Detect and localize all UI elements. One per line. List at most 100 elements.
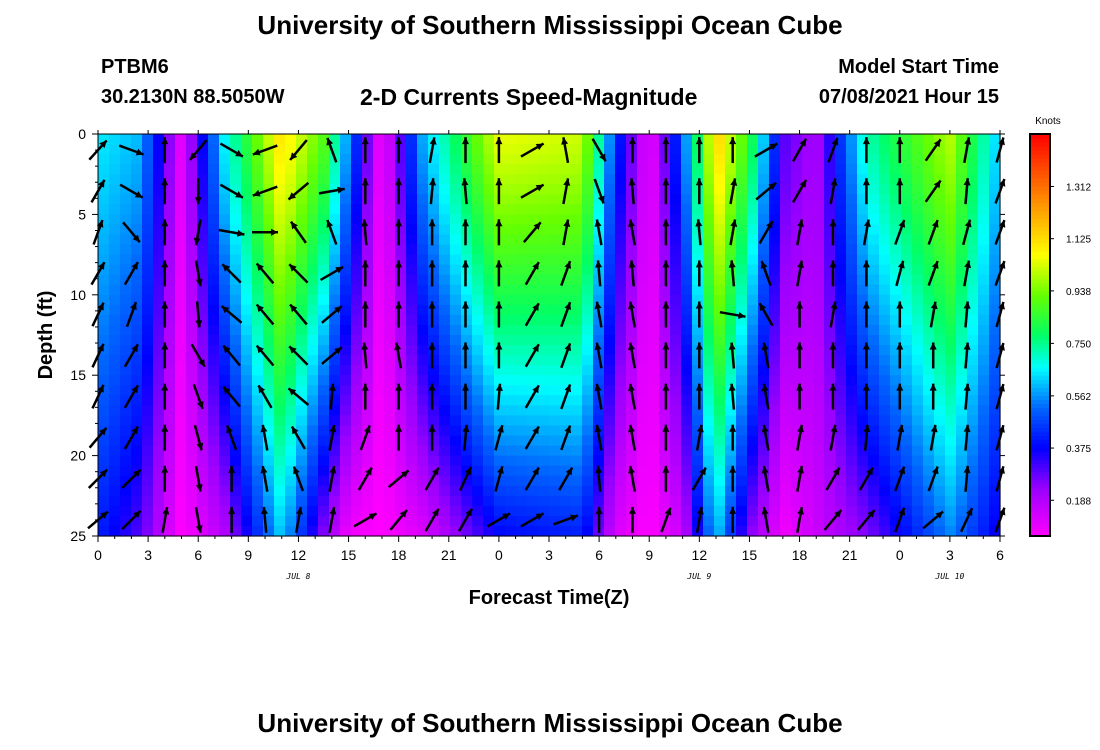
heatmap-cell <box>670 445 682 457</box>
heatmap-cell <box>439 455 451 467</box>
heatmap-cell <box>274 294 286 306</box>
heatmap-cell <box>164 335 176 346</box>
current-arrow <box>796 506 804 533</box>
current-arrow <box>520 142 545 158</box>
heatmap-cell <box>153 515 165 527</box>
heatmap-cell <box>307 144 319 155</box>
heatmap-cell <box>472 455 484 467</box>
heatmap-cell <box>362 264 374 276</box>
heatmap-cell <box>142 244 154 256</box>
heatmap-cell <box>285 314 297 326</box>
heatmap-cell <box>736 184 748 195</box>
current-arrow <box>222 344 241 367</box>
colorbar-segment <box>1030 447 1050 453</box>
heatmap-cell <box>373 525 385 537</box>
heatmap-cell <box>868 184 880 195</box>
heatmap-cell <box>109 324 121 336</box>
heatmap-cell <box>549 174 561 185</box>
heatmap-cell <box>318 204 330 215</box>
heatmap-cell <box>725 515 737 527</box>
heatmap-cell <box>604 284 616 296</box>
heatmap-cell <box>175 144 187 155</box>
heatmap-cell <box>703 254 715 266</box>
heatmap-cell <box>450 234 462 246</box>
heatmap-cell <box>593 214 605 226</box>
heatmap-cell <box>417 184 429 195</box>
heatmap-cell <box>582 134 594 145</box>
heatmap-cell <box>890 204 902 215</box>
heatmap-cell <box>637 525 649 537</box>
heatmap-cell <box>582 224 594 236</box>
heatmap-cell <box>494 495 506 507</box>
current-arrow <box>255 344 275 367</box>
heatmap-cell <box>890 515 902 527</box>
current-arrow <box>221 263 242 284</box>
heatmap-cell <box>901 505 913 517</box>
current-arrow-head <box>761 342 769 351</box>
heatmap-cell <box>153 435 165 447</box>
heatmap-cell <box>912 164 924 175</box>
main-title: University of Southern Mississippi Ocean… <box>257 10 843 40</box>
current-arrow-head <box>730 219 738 227</box>
heatmap-cell <box>934 405 946 416</box>
current-arrow <box>361 342 369 369</box>
heatmap-cell <box>714 224 726 236</box>
heatmap-cell <box>857 365 869 376</box>
heatmap-cell <box>912 435 924 447</box>
heatmap-cell <box>791 355 803 366</box>
heatmap-cell <box>450 294 462 306</box>
heatmap-cell <box>714 304 726 316</box>
heatmap-cell <box>362 345 374 356</box>
heatmap-cell <box>362 455 374 467</box>
heatmap-cell <box>945 324 957 336</box>
heatmap-cell <box>175 304 187 316</box>
heatmap-cell <box>571 164 583 175</box>
heatmap-cell <box>527 485 539 497</box>
heatmap-cell <box>362 144 374 155</box>
heatmap-cell <box>648 144 660 155</box>
heatmap-cell <box>582 324 594 336</box>
heatmap-cell <box>175 184 187 195</box>
current-arrow <box>796 383 804 410</box>
heatmap-cell <box>153 365 165 376</box>
heatmap-cell <box>945 365 957 376</box>
current-arrow <box>462 260 469 287</box>
heatmap-cell <box>472 174 484 185</box>
heatmap-cell <box>142 445 154 457</box>
heatmap-cell <box>956 294 968 306</box>
heatmap-cell <box>813 485 825 497</box>
heatmap-cell <box>219 355 231 366</box>
heatmap-cell <box>296 445 308 457</box>
y-axis-tick-label: 5 <box>78 206 86 222</box>
heatmap-cell <box>417 244 429 256</box>
current-arrow <box>593 178 605 204</box>
heatmap-cell <box>747 244 759 256</box>
current-arrow <box>896 424 905 451</box>
heatmap-cell <box>780 475 792 487</box>
heatmap-cell <box>978 345 990 356</box>
heatmap-cell <box>252 395 264 406</box>
heatmap-cell <box>494 445 506 457</box>
heatmap-cell <box>516 184 528 195</box>
heatmap-cell <box>109 204 121 215</box>
current-arrow <box>729 137 737 164</box>
heatmap-cell <box>285 184 297 195</box>
heatmap-cell <box>164 345 176 356</box>
heatmap-cell <box>780 164 792 175</box>
heatmap-cell <box>670 294 682 306</box>
heatmap-cell <box>879 284 891 296</box>
current-arrow-head <box>161 424 169 432</box>
current-arrow <box>161 178 169 205</box>
current-arrow-head <box>532 344 539 353</box>
heatmap-cell <box>813 525 825 537</box>
heatmap-cell <box>912 224 924 236</box>
heatmap-cell <box>912 194 924 205</box>
heatmap-cell <box>637 445 649 457</box>
heatmap-cell <box>769 134 781 145</box>
heatmap-cell <box>835 214 847 226</box>
heatmap-cell <box>219 234 231 246</box>
heatmap-cell <box>868 385 880 396</box>
current-arrow <box>629 506 636 533</box>
heatmap-cell <box>791 495 803 507</box>
heatmap-cell <box>439 405 451 416</box>
